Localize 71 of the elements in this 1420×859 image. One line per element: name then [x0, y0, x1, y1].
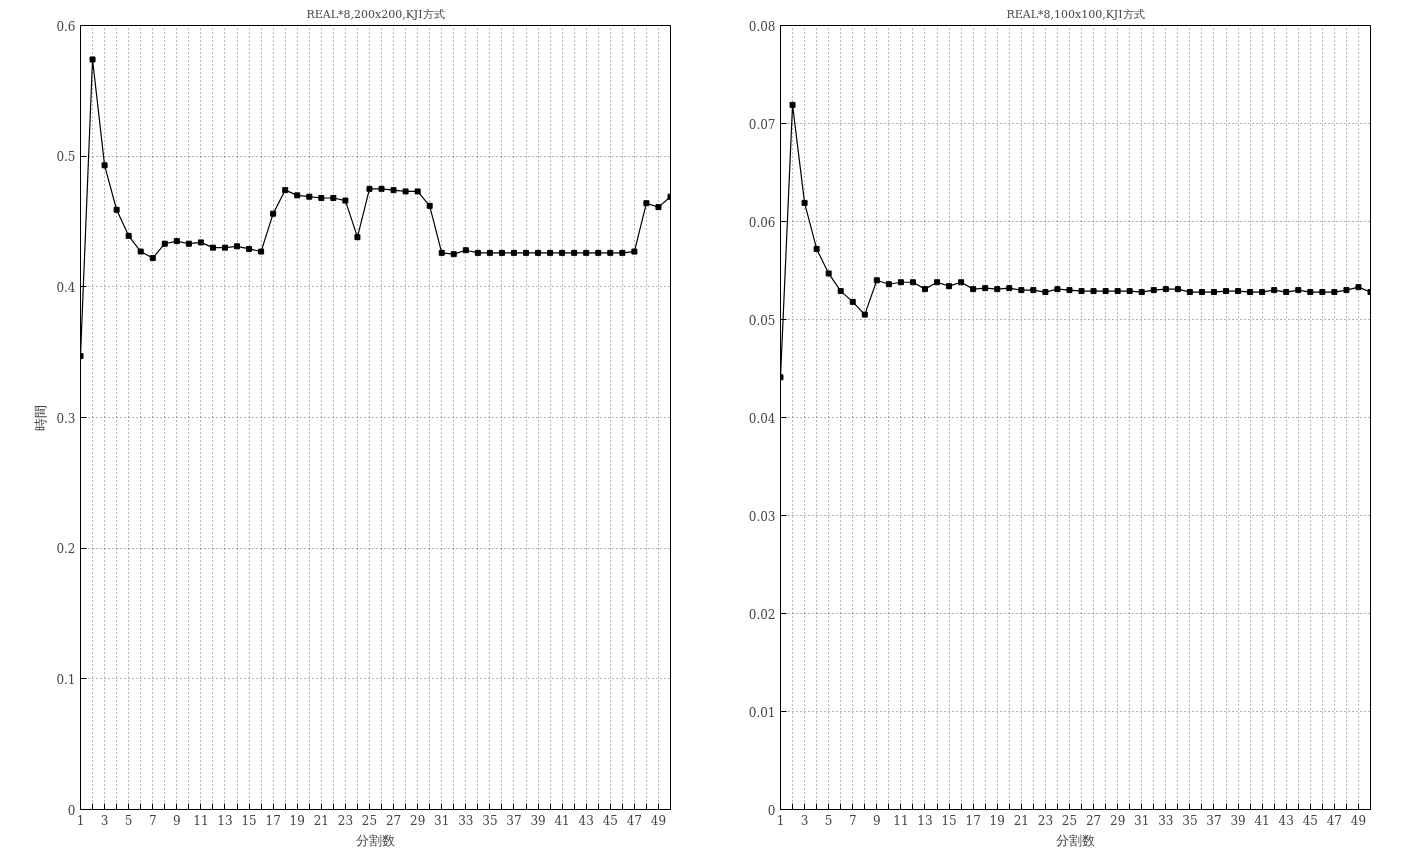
- x-tick-label: 21: [313, 813, 329, 828]
- x-tick-label: 43: [578, 813, 594, 828]
- y-tick-label: 0.4: [56, 280, 76, 295]
- x-tick-label: 13: [917, 813, 933, 828]
- x-tick-label: 47: [626, 813, 643, 828]
- chart-title: REAL*8,200x200,KJI方式: [306, 7, 445, 21]
- x-tick-label: 3: [800, 813, 809, 828]
- x-tick-label: 41: [1254, 813, 1270, 828]
- x-tick-label: 37: [506, 813, 522, 828]
- x-tick-label: 19: [289, 813, 305, 828]
- x-tick-label: 25: [361, 813, 378, 828]
- x-tick-label: 27: [1085, 813, 1102, 828]
- x-tick-label: 37: [1206, 813, 1222, 828]
- x-tick-label: 39: [1230, 813, 1246, 828]
- x-tick-label: 35: [482, 813, 498, 828]
- y-tick-label: 0.05: [748, 313, 776, 328]
- x-tick-label: 5: [824, 813, 833, 828]
- y-axis-title: 時間: [33, 404, 49, 431]
- x-tick-label: 3: [100, 813, 109, 828]
- x-tick-label: 29: [1110, 813, 1126, 828]
- x-tick-label: 31: [1134, 813, 1150, 828]
- x-tick-label: 11: [893, 813, 909, 828]
- y-tick-label: 0.04: [748, 411, 776, 426]
- x-tick-label: 29: [410, 813, 426, 828]
- y-tick-label: 0.1: [56, 672, 76, 687]
- x-tick-label: 19: [989, 813, 1005, 828]
- x-tick-label: 15: [941, 813, 957, 828]
- x-tick-label: 23: [1037, 813, 1054, 828]
- x-tick-label: 43: [1278, 813, 1294, 828]
- x-tick-label: 45: [1302, 813, 1318, 828]
- x-tick-label: 49: [650, 813, 667, 828]
- y-tick-label: 0.6: [56, 19, 76, 34]
- x-tick-label: 11: [193, 813, 209, 828]
- x-axis-title: 分割数: [356, 832, 395, 848]
- x-tick-label: 33: [1158, 813, 1174, 828]
- y-tick-label: 0.06: [748, 215, 776, 230]
- x-tick-label: 33: [458, 813, 474, 828]
- y-tick-label: 0.02: [748, 607, 776, 622]
- x-tick-label: 1: [776, 813, 785, 828]
- x-tick-label: 25: [1061, 813, 1078, 828]
- x-tick-label: 49: [1350, 813, 1367, 828]
- y-tick-label: 0.5: [56, 150, 76, 165]
- x-tick-label: 45: [602, 813, 618, 828]
- x-tick-label: 13: [217, 813, 233, 828]
- x-tick-label: 5: [124, 813, 133, 828]
- x-tick-label: 1: [76, 813, 85, 828]
- x-tick-label: 31: [434, 813, 450, 828]
- x-tick-label: 39: [530, 813, 546, 828]
- y-tick-label: 0.01: [748, 705, 776, 720]
- y-tick-label: 0.2: [56, 542, 76, 557]
- x-tick-label: 7: [848, 813, 857, 828]
- x-tick-label: 17: [265, 813, 281, 828]
- x-tick-label: 9: [173, 813, 181, 828]
- y-tick-label: 0: [767, 803, 776, 818]
- x-axis-title: 分割数: [1056, 832, 1095, 848]
- x-tick-label: 15: [241, 813, 257, 828]
- x-tick-label: 35: [1182, 813, 1198, 828]
- x-tick-label: 7: [148, 813, 157, 828]
- y-tick-label: 0: [67, 803, 76, 818]
- x-tick-label: 27: [385, 813, 402, 828]
- y-tick-label: 0.07: [748, 117, 776, 132]
- y-tick-label: 0.3: [56, 411, 76, 426]
- y-tick-label: 0.08: [748, 19, 776, 34]
- x-tick-label: 9: [873, 813, 881, 828]
- y-tick-label: 0.03: [748, 509, 776, 524]
- chart-title: REAL*8,100x100,KJI方式: [1006, 7, 1145, 21]
- x-tick-label: 23: [337, 813, 354, 828]
- x-tick-label: 41: [554, 813, 570, 828]
- x-tick-label: 47: [1326, 813, 1343, 828]
- x-tick-label: 21: [1013, 813, 1029, 828]
- x-tick-label: 17: [965, 813, 981, 828]
